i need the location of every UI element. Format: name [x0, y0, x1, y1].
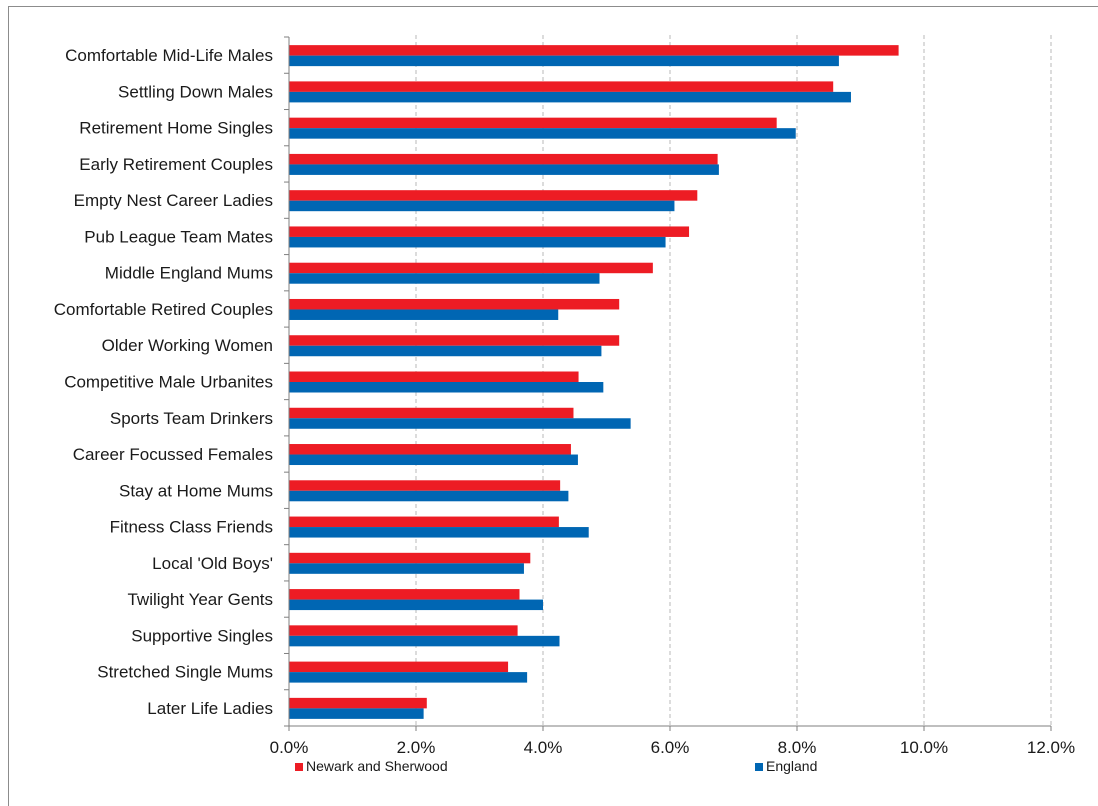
bar-england	[289, 672, 528, 683]
bar-england	[289, 708, 424, 719]
bar-england	[289, 91, 851, 103]
category-label: Career Focussed Females	[73, 445, 273, 464]
bar-england	[289, 164, 719, 175]
bar-newark	[289, 444, 571, 455]
category-labels: Comfortable Mid-Life Males Settling Down …	[54, 46, 273, 718]
bar-england	[289, 200, 675, 212]
category-label: Fitness Class Friends	[110, 518, 273, 537]
category-label: Stay at Home Mums	[119, 481, 273, 500]
bar-newark	[289, 661, 509, 673]
bar-newark	[289, 226, 690, 237]
bar-newark	[289, 335, 620, 346]
bar-england	[289, 309, 559, 320]
category-label: Early Retirement Couples	[79, 155, 273, 174]
bar-england	[289, 382, 604, 393]
grid-lines	[415, 35, 1052, 726]
category-label: Supportive Singles	[131, 626, 273, 645]
category-label: Later Life Ladies	[147, 699, 273, 718]
chart-frame: Comfortable Mid-Life Males Settling Down …	[8, 6, 1098, 806]
x-tick-label: 6.0%	[651, 738, 690, 757]
legend-label-newark: Newark and Sherwood	[306, 758, 448, 774]
category-label: Middle England Mums	[105, 264, 273, 283]
bar-england	[289, 55, 839, 67]
legend: Newark and Sherwood England	[295, 758, 817, 774]
category-label: Older Working Women	[102, 336, 273, 355]
category-label: Twilight Year Gents	[127, 590, 273, 609]
bar-newark	[289, 516, 559, 528]
bar-newark	[289, 697, 427, 709]
bar-england	[289, 236, 666, 248]
bar-england	[289, 273, 600, 284]
category-label: Comfortable Retired Couples	[54, 300, 273, 319]
bar-newark	[289, 552, 531, 564]
bar-chart: Comfortable Mid-Life Males Settling Down …	[54, 35, 1075, 774]
bar-newark	[289, 45, 899, 56]
bar-england	[289, 345, 602, 357]
axes	[284, 36, 1052, 731]
x-tick-label: 12.0%	[1027, 738, 1075, 757]
category-label: Sports Team Drinkers	[110, 409, 273, 428]
bar-newark	[289, 589, 520, 600]
bars	[289, 45, 899, 719]
bar-newark	[289, 190, 698, 201]
x-tick-label: 0.0%	[270, 738, 309, 757]
x-tick-label: 4.0%	[524, 738, 563, 757]
legend-swatch-england	[755, 763, 763, 771]
bar-newark	[289, 371, 579, 382]
x-tick-label: 8.0%	[778, 738, 817, 757]
bar-newark	[289, 298, 620, 310]
category-label: Retirement Home Singles	[79, 119, 273, 138]
x-tick-label: 2.0%	[397, 738, 436, 757]
bar-england	[289, 599, 543, 611]
bar-newark	[289, 625, 518, 636]
category-label: Local 'Old Boys'	[152, 554, 273, 573]
category-label: Competitive Male Urbanites	[64, 373, 273, 392]
category-label: Settling Down Males	[118, 82, 273, 101]
x-tick-labels: 0.0% 2.0% 4.0% 6.0% 8.0% 10.0% 12.0%	[270, 738, 1075, 757]
bar-newark	[289, 480, 561, 491]
category-label: Comfortable Mid-Life Males	[65, 46, 273, 65]
bar-england	[289, 527, 589, 538]
bar-england	[289, 563, 524, 574]
category-label: Stretched Single Mums	[97, 663, 273, 682]
legend-label-england: England	[766, 758, 817, 774]
bar-newark	[289, 153, 718, 165]
bar-england	[289, 128, 796, 139]
category-label: Pub League Team Mates	[84, 227, 273, 246]
bar-newark	[289, 117, 777, 129]
x-tick-label: 10.0%	[900, 738, 948, 757]
bar-newark	[289, 407, 574, 419]
legend-swatch-newark	[295, 763, 303, 771]
category-label: Empty Nest Career Ladies	[74, 191, 273, 210]
bar-newark	[289, 262, 653, 274]
bar-england	[289, 454, 578, 466]
bar-england	[289, 418, 631, 429]
bar-england	[289, 635, 560, 647]
bar-england	[289, 490, 569, 502]
bar-newark	[289, 81, 834, 92]
